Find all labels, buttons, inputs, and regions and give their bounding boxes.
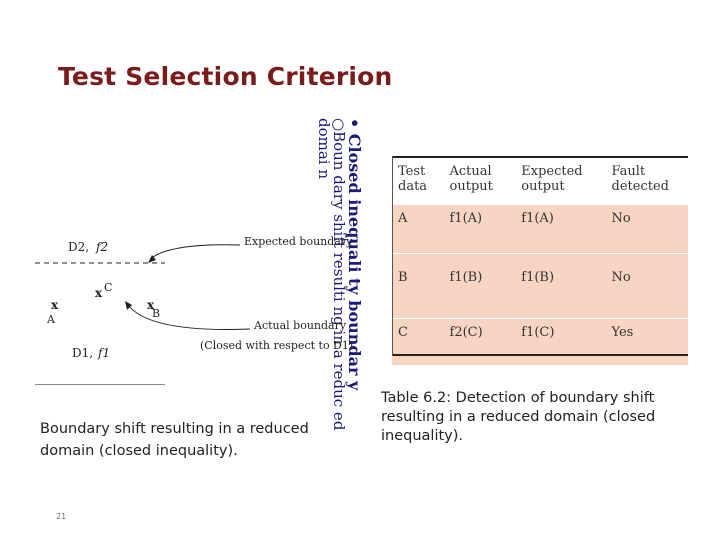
cell-fault-detected: Yes	[605, 318, 688, 366]
expected-arrow-head	[148, 255, 156, 263]
header-fault-detected: Fault detected	[605, 156, 688, 205]
cell-test-data: A	[392, 204, 444, 254]
d1-label: D1,	[72, 346, 93, 360]
cell-fault-detected: No	[605, 204, 688, 254]
actual-arrow-head	[125, 301, 132, 310]
table-top-rule	[392, 156, 688, 158]
point-a-marker: x	[51, 298, 59, 312]
f2-label: f2	[95, 240, 108, 254]
header-test-data: Test data	[392, 156, 444, 205]
cell-actual-output: f1(B)	[443, 253, 516, 319]
point-c-marker: x	[95, 286, 103, 300]
f1-label: f1	[97, 346, 110, 360]
closed-note-label: (Closed with respect to D1)	[200, 339, 353, 352]
cell-test-data: B	[392, 253, 444, 319]
table-row: C f2(C) f1(C) Yes	[392, 318, 688, 366]
cell-fault-detected: No	[605, 253, 688, 319]
slide-title: Test Selection Criterion	[58, 62, 393, 91]
header-actual-output: Actual output	[443, 156, 516, 205]
cell-actual-output: f1(A)	[443, 204, 516, 254]
cell-actual-output: f2(C)	[443, 318, 516, 366]
point-b-label: B	[152, 307, 160, 320]
point-b-marker: x	[147, 298, 155, 312]
header-expected-output: Expected output	[515, 156, 606, 205]
boundary-shift-diagram: D2, f2 Expected boundary x C x A x B Act…	[35, 235, 353, 360]
figure-caption: Boundary shift resulting in a reduced do…	[40, 421, 309, 459]
detection-table: Test data Actual output Expected output …	[392, 156, 688, 366]
point-c-label: C	[104, 281, 112, 294]
table-left-rule	[392, 156, 393, 356]
table-caption: Table 6.2: Detection of boundary shift r…	[381, 390, 656, 444]
cell-expected-output: f1(B)	[515, 253, 606, 319]
table-row: A f1(A) f1(A) No	[392, 204, 688, 254]
table-row: B f1(B) f1(B) No	[392, 253, 688, 319]
actual-boundary-label: Actual boundary	[253, 319, 347, 332]
page-number: 21	[56, 512, 67, 521]
d2-label: D2,	[68, 240, 89, 254]
table-header-row: Test data Actual output Expected output …	[392, 156, 688, 205]
cell-test-data: C	[392, 318, 444, 366]
point-a-label: A	[46, 313, 56, 326]
table-bottom-rule	[392, 354, 688, 356]
actual-boundary-arrow	[127, 304, 251, 330]
caption-divider	[35, 384, 165, 385]
cell-expected-output: f1(A)	[515, 204, 606, 254]
expected-boundary-label: Expected boundary	[244, 235, 353, 248]
cell-expected-output: f1(C)	[515, 318, 606, 366]
expected-boundary-arrow	[149, 244, 241, 260]
